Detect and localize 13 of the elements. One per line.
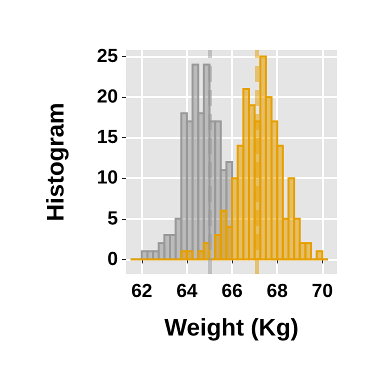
y-tick-label: 0 <box>107 248 118 270</box>
y-tick-label: 25 <box>96 46 118 67</box>
x-tick-label: 62 <box>131 281 152 302</box>
x-axis-title: Weight (Kg) <box>164 314 299 342</box>
y-tick-label: 5 <box>107 208 118 230</box>
x-tick-label: 68 <box>266 281 288 302</box>
y-tick-label: 10 <box>96 168 118 189</box>
y-axis-title: Histogram <box>42 102 70 222</box>
x-tick-label: 64 <box>176 281 198 302</box>
y-tick-label: 20 <box>96 86 118 108</box>
y-tick-label: 15 <box>96 127 118 148</box>
x-tick-label: 70 <box>312 281 333 302</box>
x-tick-label: 66 <box>221 281 243 302</box>
